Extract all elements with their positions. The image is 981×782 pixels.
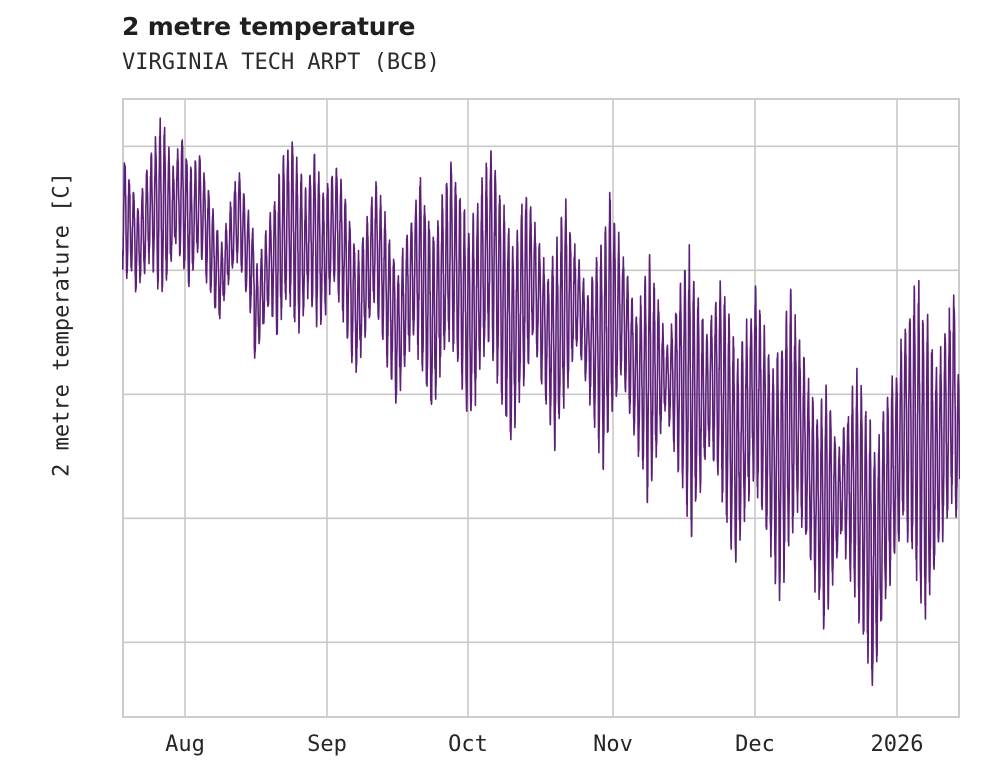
x-tick-nov: Nov	[593, 732, 633, 757]
gridlines	[122, 98, 960, 718]
x-tick-dec: Dec	[735, 732, 775, 757]
chart-title: 2 metre temperature	[122, 12, 416, 41]
x-tick-sep: Sep	[307, 732, 347, 757]
temperature-series-line	[122, 117, 960, 687]
chart-subtitle: VIRGINIA TECH ARPT (BCB)	[122, 50, 440, 75]
plot-area	[122, 98, 960, 718]
plot-border	[122, 98, 960, 718]
x-tick-aug: Aug	[165, 732, 205, 757]
x-tick-oct: Oct	[448, 732, 488, 757]
y-axis-label: 2 metre temperature [C]	[49, 172, 75, 477]
x-tick-2026: 2026	[870, 732, 924, 757]
